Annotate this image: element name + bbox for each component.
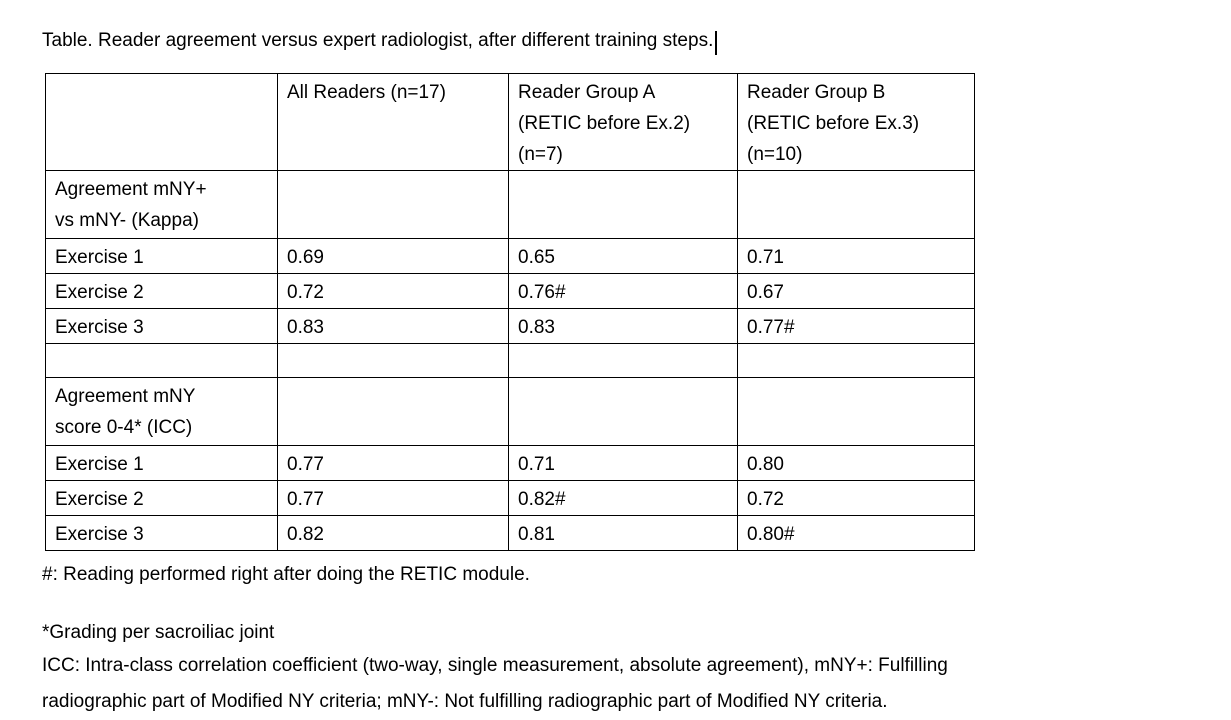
empty-cell	[737, 170, 975, 239]
value-cell-group-b: 0.77#	[737, 308, 975, 344]
empty-cell	[277, 343, 509, 378]
footnotes: #: Reading performed right after doing t…	[42, 559, 1207, 720]
row-label-cell: Exercise 2	[45, 480, 278, 516]
section-icc-label-line: Agreement mNY	[55, 386, 196, 407]
table-header-row: All Readers (n=17) Reader Group A (RETIC…	[45, 73, 975, 171]
header-cell-all-readers: All Readers (n=17)	[277, 73, 509, 171]
value-cell-all-readers: 0.69	[277, 238, 509, 274]
footnote-icc-line: radiographic part of Modified NY criteri…	[42, 691, 888, 712]
value-cell-group-b: 0.67	[737, 273, 975, 309]
header-group-a-line: (RETIC before Ex.2)	[518, 113, 691, 134]
empty-cell	[508, 377, 738, 446]
header-cell-group-a: Reader Group A (RETIC before Ex.2) (n=7)	[508, 73, 738, 171]
header-group-b-line: (n=10)	[747, 144, 803, 165]
table-row-kappa-ex1: Exercise 1 0.69 0.65 0.71	[45, 238, 975, 274]
header-group-a-line: (n=7)	[518, 144, 563, 165]
header-group-b-line: Reader Group B	[747, 82, 886, 103]
value-cell-all-readers: 0.77	[277, 480, 509, 516]
value-cell-group-a: 0.71	[508, 445, 738, 481]
section-icc-label-cell: Agreement mNY score 0-4* (ICC)	[45, 377, 278, 446]
row-label-cell: Exercise 3	[45, 515, 278, 551]
value-cell-group-b: 0.72	[737, 480, 975, 516]
empty-cell	[737, 377, 975, 446]
text-cursor	[715, 31, 717, 55]
empty-cell	[45, 343, 278, 378]
table-caption-text: Table. Reader agreement versus expert ra…	[42, 30, 714, 51]
agreement-table: All Readers (n=17) Reader Group A (RETIC…	[45, 73, 975, 551]
empty-cell	[277, 377, 509, 446]
row-label-cell: Exercise 2	[45, 273, 278, 309]
section-kappa-label-cell: Agreement mNY+ vs mNY- (Kappa)	[45, 170, 278, 239]
footnote-icc-line: ICC: Intra-class correlation coefficient…	[42, 655, 948, 676]
table-caption: Table. Reader agreement versus expert ra…	[42, 29, 1207, 55]
row-label-cell: Exercise 1	[45, 445, 278, 481]
section-kappa-row: Agreement mNY+ vs mNY- (Kappa)	[45, 170, 975, 239]
section-kappa-label-line: vs mNY- (Kappa)	[55, 210, 199, 231]
value-cell-group-a: 0.76#	[508, 273, 738, 309]
header-cell-group-b: Reader Group B (RETIC before Ex.3) (n=10…	[737, 73, 975, 171]
section-kappa-label-line: Agreement mNY+	[55, 179, 207, 200]
value-cell-all-readers: 0.77	[277, 445, 509, 481]
value-cell-all-readers: 0.82	[277, 515, 509, 551]
empty-cell	[508, 170, 738, 239]
table-row-kappa-ex3: Exercise 3 0.83 0.83 0.77#	[45, 308, 975, 344]
value-cell-group-a: 0.65	[508, 238, 738, 274]
spacer-row	[45, 343, 975, 378]
row-label-cell: Exercise 3	[45, 308, 278, 344]
row-label-cell: Exercise 1	[45, 238, 278, 274]
header-group-b-line: (RETIC before Ex.3)	[747, 113, 920, 134]
empty-cell	[277, 170, 509, 239]
value-cell-group-a: 0.82#	[508, 480, 738, 516]
footnote-hash: #: Reading performed right after doing t…	[42, 564, 530, 585]
table-row-icc-ex3: Exercise 3 0.82 0.81 0.80#	[45, 515, 975, 551]
header-group-a-line: Reader Group A	[518, 82, 656, 103]
value-cell-group-a: 0.83	[508, 308, 738, 344]
empty-cell	[508, 343, 738, 378]
value-cell-group-a: 0.81	[508, 515, 738, 551]
value-cell-all-readers: 0.83	[277, 308, 509, 344]
value-cell-all-readers: 0.72	[277, 273, 509, 309]
footnote-grading: *Grading per sacroiliac joint	[42, 622, 275, 643]
table-row-icc-ex2: Exercise 2 0.77 0.82# 0.72	[45, 480, 975, 516]
empty-cell	[737, 343, 975, 378]
section-icc-row: Agreement mNY score 0-4* (ICC)	[45, 377, 975, 446]
footnote-icc: ICC: Intra-class correlation coefficient…	[42, 648, 1207, 720]
header-all-readers-label: All Readers (n=17)	[287, 82, 446, 103]
value-cell-group-b: 0.71	[737, 238, 975, 274]
value-cell-group-b: 0.80	[737, 445, 975, 481]
table-row-kappa-ex2: Exercise 2 0.72 0.76# 0.67	[45, 273, 975, 309]
value-cell-group-b: 0.80#	[737, 515, 975, 551]
table-row-icc-ex1: Exercise 1 0.77 0.71 0.80	[45, 445, 975, 481]
section-icc-label-line: score 0-4* (ICC)	[55, 417, 193, 438]
header-cell-corner	[45, 73, 278, 171]
